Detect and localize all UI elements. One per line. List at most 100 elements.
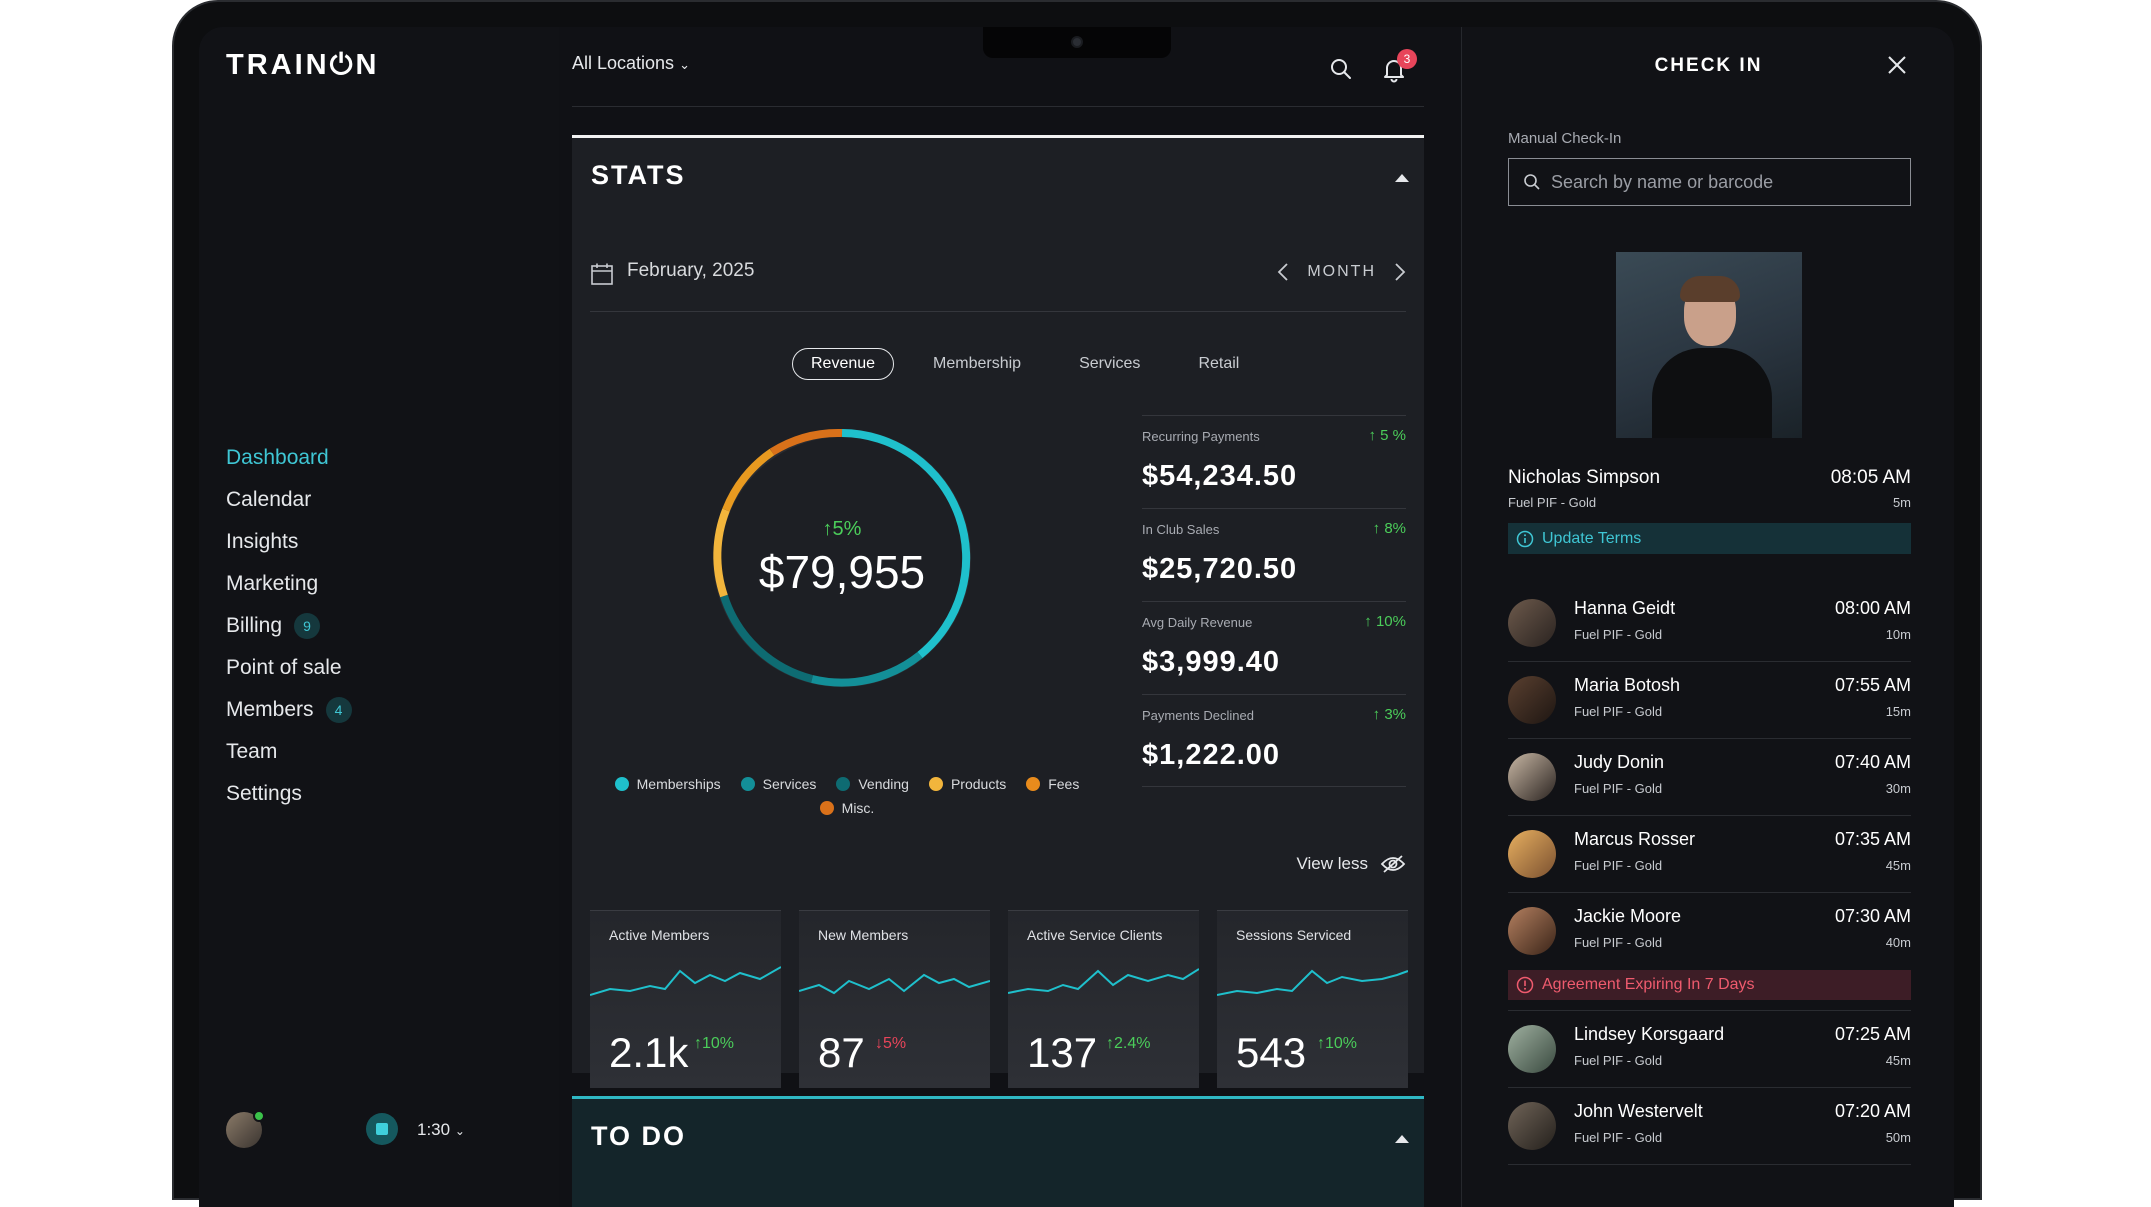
- card-value: 137: [1027, 1029, 1098, 1076]
- sidebar-item-settings[interactable]: Settings: [226, 773, 352, 815]
- legend-dot: [836, 777, 851, 791]
- list-item[interactable]: Jackie Moore Fuel PIF - Gold 07:30 AM 40…: [1508, 893, 1911, 970]
- list-item[interactable]: Marcus Rosser Fuel PIF - Gold 07:35 AM 4…: [1508, 816, 1911, 893]
- info-icon: [1516, 530, 1534, 547]
- collapse-caret-icon[interactable]: [1395, 174, 1409, 182]
- sidebar-item-label: Dashboard: [226, 446, 329, 469]
- card-title: Sessions Serviced: [1236, 927, 1352, 943]
- card-new-members[interactable]: New Members 87 ↓5%: [799, 910, 990, 1088]
- laptop-bezel: TRAIN⏻N Dashboard Calendar Insights Mark…: [172, 0, 1982, 1207]
- time-ago: 10m: [1885, 627, 1911, 642]
- card-value: 2.1k: [609, 1029, 689, 1076]
- avatar: [1508, 599, 1556, 647]
- sidebar: TRAIN⏻N Dashboard Calendar Insights Mark…: [199, 27, 559, 1207]
- card-active-members[interactable]: Active Members 2.1k ↑10%: [590, 910, 781, 1088]
- member-name: Judy Donin: [1574, 752, 1665, 772]
- manual-check-in-label: Manual Check-In: [1508, 130, 1622, 147]
- sidebar-item-calendar[interactable]: Calendar: [226, 479, 352, 521]
- collapse-caret-icon[interactable]: [1395, 1135, 1409, 1143]
- member-plan: Fuel PIF - Gold: [1508, 495, 1597, 510]
- sidebar-item-billing[interactable]: Billing 9: [226, 605, 352, 647]
- check-in-time: 08:05 AM: [1830, 467, 1911, 488]
- location-select[interactable]: All Locations ⌄: [572, 53, 690, 74]
- date-row: February, 2025 MONTH: [590, 250, 1406, 312]
- sidebar-item-members[interactable]: Members 4: [226, 689, 352, 731]
- sidebar-item-marketing[interactable]: Marketing: [226, 563, 352, 605]
- sidebar-item-insights[interactable]: Insights: [226, 521, 352, 563]
- app-logo[interactable]: TRAIN⏻N: [226, 49, 380, 81]
- user-avatar[interactable]: [226, 1110, 265, 1148]
- sparkline: [1008, 968, 1199, 994]
- avatar: [1508, 1025, 1556, 1073]
- search-icon[interactable]: [1329, 57, 1353, 81]
- metric-value: $1,222.00: [1142, 739, 1281, 771]
- member-name: Jackie Moore: [1574, 906, 1682, 926]
- view-less-label: View less: [1296, 854, 1369, 873]
- metric-change-value: 10%: [1375, 613, 1406, 630]
- card-sessions-serviced[interactable]: Sessions Serviced 543 ↑10%: [1217, 910, 1408, 1088]
- sidebar-item-label: Members: [226, 698, 314, 721]
- check-in-search-input[interactable]: [1551, 171, 1891, 193]
- photo-hair: [1680, 276, 1740, 302]
- card-change-value: 10%: [1325, 1035, 1358, 1052]
- time-ago: 5m: [1892, 495, 1911, 510]
- alert-wrapper: Agreement Expiring In 7 Days: [1508, 970, 1911, 1011]
- todo-card: TO DO: [572, 1096, 1424, 1207]
- card-active-service-clients[interactable]: Active Service Clients 137 ↑2.4%: [1008, 910, 1199, 1088]
- stop-timer-button[interactable]: [366, 1113, 398, 1145]
- sidebar-item-dashboard[interactable]: Dashboard: [226, 437, 352, 479]
- member-plan: Fuel PIF - Gold: [1574, 935, 1663, 950]
- calendar-icon[interactable]: [590, 262, 614, 286]
- metric-label: In Club Sales: [1142, 522, 1220, 537]
- chevron-right-icon[interactable]: [1394, 262, 1406, 282]
- tab-membership[interactable]: Membership: [933, 355, 1022, 372]
- time-ago: 15m: [1885, 704, 1911, 719]
- sidebar-item-label: Marketing: [226, 572, 319, 595]
- check-in-time: 07:40 AM: [1834, 752, 1911, 772]
- avatar: [1508, 907, 1556, 955]
- check-in-time: 07:20 AM: [1834, 1101, 1911, 1121]
- donut-change-value: 5%: [832, 517, 862, 540]
- donut-ring: [713, 428, 971, 687]
- donut-segment-misc: [769, 428, 843, 456]
- member-plan: Fuel PIF - Gold: [1574, 627, 1663, 642]
- list-item[interactable]: Lindsey Korsgaard Fuel PIF - Gold 07:25 …: [1508, 1011, 1911, 1088]
- card-change-value: 5%: [883, 1035, 907, 1052]
- check-in-search-box: [1508, 158, 1911, 206]
- member-name: Hanna Geidt: [1574, 598, 1676, 618]
- update-terms-button[interactable]: Update Terms: [1508, 523, 1911, 554]
- list-item[interactable]: Hanna Geidt Fuel PIF - Gold 08:00 AM 10m: [1508, 585, 1911, 662]
- legend-dot: [928, 777, 943, 791]
- list-item[interactable]: John Westervelt Fuel PIF - Gold 07:20 AM…: [1508, 1088, 1911, 1165]
- tab-revenue[interactable]: Revenue: [792, 348, 895, 380]
- card-title: Active Service Clients: [1027, 927, 1163, 943]
- timer-select[interactable]: 1:30 ⌄: [417, 1120, 465, 1140]
- metric-label: Payments Declined: [1142, 708, 1254, 723]
- tab-retail[interactable]: Retail: [1198, 355, 1240, 372]
- sidebar-item-point-of-sale[interactable]: Point of sale: [226, 647, 352, 689]
- legend-item-memberships: Memberships: [614, 776, 721, 792]
- metric-value: $54,234.50: [1142, 460, 1298, 492]
- metric-recurring-payments: Recurring Payments ↑ 5 % $54,234.50: [1142, 415, 1406, 508]
- alert-icon: [1516, 976, 1534, 994]
- legend-dot: [740, 777, 755, 791]
- agreement-expiring-alert[interactable]: Agreement Expiring In 7 Days: [1508, 970, 1911, 1000]
- donut-total: $79,955: [758, 545, 926, 598]
- sidebar-item-team[interactable]: Team: [226, 731, 352, 773]
- card-change-value: 10%: [702, 1035, 735, 1052]
- notification-badge: 3: [1397, 49, 1417, 69]
- list-item[interactable]: Maria Botosh Fuel PIF - Gold 07:55 AM 15…: [1508, 662, 1911, 739]
- list-item[interactable]: Judy Donin Fuel PIF - Gold 07:40 AM 30m: [1508, 739, 1911, 816]
- metric-change: ↑ 8%: [1372, 520, 1406, 537]
- sidebar-item-label: Billing: [226, 614, 283, 637]
- view-less-button[interactable]: View less: [1297, 854, 1407, 874]
- todo-title: TO DO: [591, 1121, 687, 1151]
- legend-item-vending: Vending: [836, 776, 909, 792]
- legend-dot: [1026, 777, 1041, 791]
- check-in-list: Hanna Geidt Fuel PIF - Gold 08:00 AM 10m…: [1508, 585, 1911, 1165]
- close-icon[interactable]: [1887, 55, 1907, 75]
- legend-item-products: Products: [928, 776, 1006, 792]
- chevron-down-icon: ⌄: [679, 57, 690, 72]
- tab-services[interactable]: Services: [1079, 355, 1141, 372]
- chevron-left-icon[interactable]: [1277, 262, 1289, 282]
